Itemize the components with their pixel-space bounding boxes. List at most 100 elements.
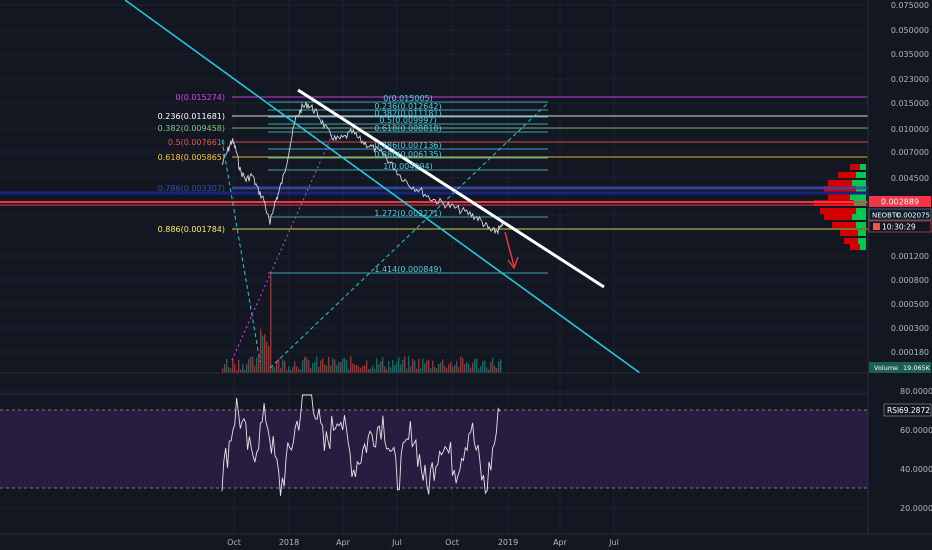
volume-bar	[344, 358, 346, 373]
volume-bar	[444, 365, 446, 373]
volume-bar	[486, 367, 488, 373]
volume-bar	[276, 361, 278, 373]
volume-bar	[314, 361, 316, 373]
volume-bar	[492, 357, 494, 373]
volume-bar	[482, 361, 484, 373]
profile-buy-bar	[858, 230, 866, 236]
volume-bar	[412, 358, 414, 373]
volume-bar	[222, 368, 224, 373]
price-axis-panel[interactable]	[868, 0, 932, 550]
time-tick-label: 2019	[498, 538, 518, 547]
volume-bar	[326, 365, 328, 373]
rsi-badge	[883, 403, 932, 417]
price-tick-label: 0.004500	[891, 174, 929, 183]
volume-bar	[372, 365, 374, 373]
volume-bar	[290, 369, 292, 373]
price-tick-label: 0.000800	[891, 276, 929, 285]
profile-buy-bar	[852, 214, 866, 220]
volume-bar	[328, 356, 330, 373]
volume-bar	[244, 369, 246, 373]
time-tick-label: Apr	[336, 538, 351, 547]
volume-bar	[404, 356, 406, 373]
volume-badge	[869, 362, 931, 373]
fib-right-label: 0.618(0.008818)	[374, 124, 441, 133]
volume-bar	[374, 368, 376, 373]
volume-bar	[378, 364, 380, 373]
volume-bar	[466, 361, 468, 373]
volume-bar	[476, 358, 478, 373]
volume-bar	[242, 363, 244, 373]
white-trend-line[interactable]	[297, 88, 605, 289]
volume-bar	[462, 358, 464, 373]
fib-left-label: 0.5(0.007661)	[168, 138, 225, 147]
volume-bar	[390, 367, 392, 373]
volume-bar	[282, 359, 284, 373]
volume-bar	[480, 366, 482, 373]
price-tick-label: 0.001200	[891, 252, 929, 261]
profile-sell-bar	[820, 208, 856, 214]
time-tick-label: Oct	[227, 538, 241, 547]
volume-bar	[448, 364, 450, 373]
fib-left-label: 0.618(0.005865)	[158, 153, 225, 162]
volume-bar	[424, 363, 426, 373]
volume-bar	[262, 335, 264, 373]
countdown-badge	[868, 220, 932, 233]
volume-bar	[338, 362, 340, 373]
volume-bar	[300, 369, 302, 373]
profile-sell-bar	[832, 222, 856, 228]
fib-left-label: 0.786(0.003307)	[158, 184, 225, 193]
volume-bar	[346, 360, 348, 373]
time-tick-label: Jul	[608, 538, 619, 547]
profile-sell-bar	[828, 180, 852, 186]
volume-bar	[418, 358, 420, 373]
volume-bar	[366, 360, 368, 373]
rsi-badge-value: 69.2872	[899, 406, 930, 415]
rsi-tick-label: 60.0000	[900, 426, 932, 435]
volume-bar	[446, 368, 448, 373]
volume-bar	[232, 359, 234, 373]
fib-right-label: 0(0.015005)	[383, 94, 433, 103]
rsi-tick-label: 20.0000	[900, 504, 932, 513]
current-price-badge-text: 0.002889	[881, 198, 919, 207]
volume-bar	[478, 368, 480, 373]
price-tick-label: 0.000180	[891, 348, 929, 357]
profile-sell-bar	[840, 230, 858, 236]
teal-dashed-line-1	[221, 139, 261, 363]
volume-bar	[500, 359, 502, 373]
volume-bar	[410, 366, 412, 373]
volume-bar	[458, 366, 460, 373]
profile-sell-bar	[844, 238, 858, 244]
volume-bar	[358, 366, 360, 373]
volume-bar	[292, 366, 294, 373]
price-tick-label: 0.015000	[891, 99, 929, 108]
price-tick-label: 0.000500	[891, 300, 929, 309]
volume-bar	[336, 365, 338, 373]
fib-right-label: 0.786(0.007136)	[374, 141, 441, 150]
volume-bar	[224, 364, 226, 373]
down-arrow-icon	[504, 231, 519, 270]
volume-bar	[284, 360, 286, 373]
volume-bar	[304, 356, 306, 373]
volume-bar	[434, 367, 436, 373]
volume-bar	[280, 368, 282, 373]
volume-bar	[384, 366, 386, 373]
volume-bar	[428, 359, 430, 373]
teal-trend-line[interactable]	[124, 0, 641, 374]
profile-buy-bar	[856, 222, 866, 228]
price-tick-label: 0.023000	[891, 75, 929, 84]
volume-bar	[398, 357, 400, 373]
price-tick-label: 0.050000	[891, 26, 929, 35]
profile-buy-bar	[852, 180, 866, 186]
volume-bar	[296, 366, 298, 373]
price-tick-label: 0.007000	[891, 148, 929, 157]
profile-sell-bar	[828, 194, 850, 200]
fib-left-label: 0.236(0.011681)	[158, 112, 225, 121]
volume-bar	[488, 369, 490, 373]
volume-bar	[360, 367, 362, 373]
volume-bar	[450, 361, 452, 373]
volume-bar	[386, 369, 388, 373]
volume-bar	[364, 365, 366, 373]
volume-bar	[350, 356, 352, 373]
volume-bar	[368, 369, 370, 373]
